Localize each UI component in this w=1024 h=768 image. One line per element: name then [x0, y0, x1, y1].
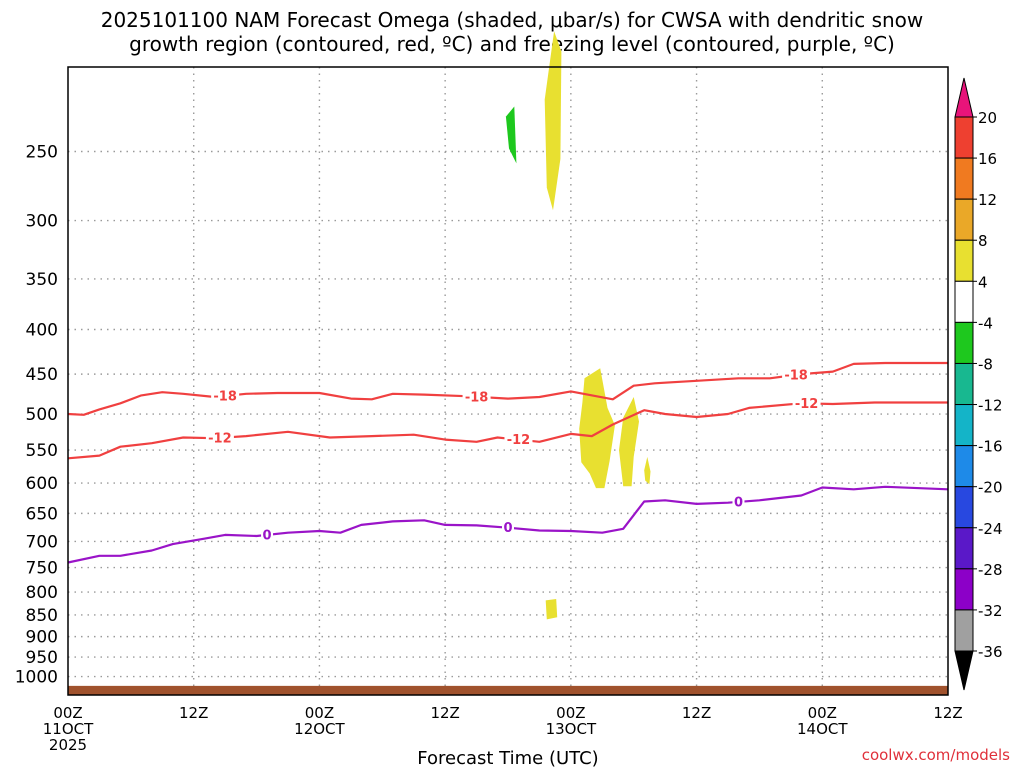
y-tick-label-400: 400 [26, 321, 58, 341]
colorbar-label: -4 [978, 314, 993, 332]
x-tick-label: 12Z [179, 704, 208, 722]
y-tick-label-650: 650 [26, 504, 58, 524]
y-tick-label-750: 750 [26, 559, 58, 579]
omega-yellow-low [545, 599, 558, 620]
omega-yellow-small [644, 456, 651, 485]
contour-label-zero: 0 [503, 521, 512, 536]
omega-yellow-mid [579, 368, 615, 489]
plot-frame [67, 66, 949, 696]
omega-yellow-upper [544, 31, 562, 211]
contour-label-bg-minus-12-0 [205, 429, 234, 446]
contour-label-bg-minus-18-0 [211, 387, 240, 404]
y-tick-label-850: 850 [26, 606, 58, 626]
colorbar-swatch [954, 609, 974, 652]
contour-label-minus-12: -12 [507, 433, 531, 448]
y-tick-label-350: 350 [26, 270, 58, 290]
contour-label-bg-zero-0 [261, 526, 274, 543]
contour-label-minus-12: -12 [208, 431, 232, 446]
colorbar-swatch [954, 321, 974, 364]
y-tick-label-600: 600 [26, 474, 58, 494]
colorbar-swatch [954, 486, 974, 529]
chart-title-line-2: growth region (contoured, red, ºC) and f… [129, 32, 895, 56]
y-tick-label-800: 800 [26, 583, 58, 603]
x-tick-label: 11OCT [43, 720, 94, 738]
colorbar-swatch [954, 445, 974, 488]
colorbar-label: -32 [978, 602, 1003, 620]
contour-label-bg-minus-18-1 [462, 388, 491, 405]
colorbar-swatch [954, 198, 974, 241]
x-tick-label: 12Z [682, 704, 711, 722]
contour-label-minus-18: -18 [784, 368, 808, 383]
contour-label-zero: 0 [734, 495, 743, 510]
colorbar-swatch [954, 527, 974, 570]
colorbar-label: 12 [978, 191, 997, 209]
y-tick-label-300: 300 [26, 212, 58, 232]
contour-label-bg-minus-12-1 [504, 431, 533, 448]
contour-label-zero: 0 [263, 528, 272, 543]
contour-label-bg-zero-2 [732, 493, 745, 510]
colorbar-top-arrow [954, 77, 974, 118]
colorbar-label: -12 [978, 397, 1003, 415]
x-tick-label: 13OCT [546, 720, 597, 738]
x-tick-label: 14OCT [797, 720, 848, 738]
colorbar-label: -16 [978, 438, 1003, 456]
y-tick-label-250: 250 [26, 143, 58, 163]
colorbar-label: -20 [978, 479, 1003, 497]
contour-minus-18 [67, 361, 948, 416]
colorbar-label: 4 [978, 273, 988, 291]
source-credit: coolwx.com/models [861, 746, 1010, 764]
contour-label-bg-zero-1 [502, 519, 514, 536]
contour-minus-12 [67, 401, 948, 460]
colorbar-label: 16 [978, 150, 997, 168]
colorbar-label: 8 [978, 232, 988, 250]
y-tick-label-1000: 1000 [15, 668, 58, 688]
colorbar-swatch [954, 280, 974, 323]
colorbar-swatch [954, 239, 974, 282]
colorbar-label: -28 [978, 561, 1003, 579]
colorbar-swatch [954, 362, 974, 406]
y-tick-label-500: 500 [26, 405, 58, 425]
omega-green [505, 106, 517, 164]
x-tick-label: 2025 [49, 736, 87, 754]
y-tick-label-950: 950 [26, 648, 58, 668]
colorbar-label: -24 [978, 520, 1003, 538]
colorbar-swatch [954, 404, 974, 447]
colorbar-swatch [954, 157, 974, 200]
colorbar-swatch [954, 568, 974, 611]
x-tick-label: 12Z [933, 704, 962, 722]
y-tick-label-450: 450 [26, 365, 58, 385]
x-tick-label: 00Z [53, 704, 82, 722]
x-tick-label: 12OCT [294, 720, 345, 738]
colorbar-label: 20 [978, 109, 997, 127]
x-axis-label: Forecast Time (UTC) [417, 748, 598, 768]
chart-title-line-1: 2025101100 NAM Forecast Omega (shaded, μ… [100, 8, 924, 32]
contour-label-minus-18: -18 [213, 389, 237, 404]
y-tick-label-900: 900 [26, 628, 58, 648]
y-tick-label-550: 550 [26, 441, 58, 461]
y-tick-label-700: 700 [26, 532, 58, 552]
contour-label-bg-minus-18-2 [782, 366, 811, 383]
colorbar-label: -8 [978, 355, 993, 373]
x-tick-label: 12Z [430, 704, 459, 722]
x-tick-label: 00Z [808, 704, 837, 722]
colorbar-label: -36 [978, 643, 1003, 661]
contour-zero [67, 485, 949, 564]
contour-label-bg-minus-12-2 [792, 395, 821, 412]
contour-label-minus-12: -12 [795, 397, 819, 412]
contour-label-minus-18: -18 [465, 390, 489, 405]
x-tick-label: 00Z [556, 704, 585, 722]
colorbar-swatch [954, 116, 974, 159]
colorbar-bottom-arrow [954, 650, 974, 691]
ground-surface [68, 685, 948, 695]
omega-yellow-right [619, 397, 639, 487]
x-tick-label: 00Z [305, 704, 334, 722]
